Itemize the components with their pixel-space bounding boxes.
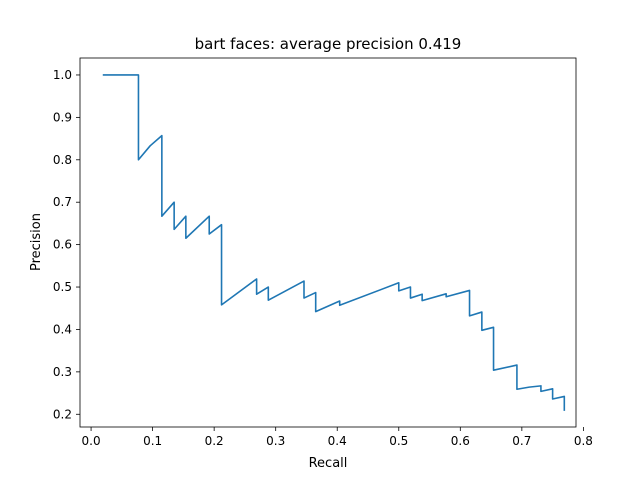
- y-tick-label: 0.7: [53, 195, 72, 209]
- y-tick-label: 0.8: [53, 153, 72, 167]
- x-axis-label: Recall: [309, 456, 348, 471]
- x-tick-label: 0.0: [82, 434, 101, 448]
- y-tick-label: 0.3: [53, 365, 72, 379]
- x-tick-label: 0.6: [451, 434, 470, 448]
- y-tick-label: 0.6: [53, 238, 72, 252]
- y-tick-label: 1.0: [53, 68, 72, 82]
- x-tick-label: 0.1: [143, 434, 162, 448]
- plot-area: [79, 57, 577, 428]
- y-tick-label: 0.5: [53, 280, 72, 294]
- x-tick-label: 0.4: [328, 434, 347, 448]
- x-axis: 0.0 0.1 0.2 0.3 0.4 0.5 0.6 0.7 0.8: [82, 427, 593, 448]
- chart-title: bart faces: average precision 0.419: [195, 35, 462, 53]
- x-tick-label: 0.7: [512, 434, 531, 448]
- y-tick-label: 0.9: [53, 110, 72, 124]
- x-tick-label: 0.3: [266, 434, 285, 448]
- y-axis: 0.2 0.3 0.4 0.5 0.6 0.7 0.8 0.9 1.0: [53, 68, 80, 421]
- y-axis-label: Precision: [29, 213, 44, 271]
- y-tick-label: 0.2: [53, 407, 72, 421]
- x-tick-label: 0.8: [574, 434, 593, 448]
- series-layer: [102, 74, 566, 411]
- x-tick-label: 0.5: [389, 434, 408, 448]
- y-tick-label: 0.4: [53, 322, 72, 336]
- precision-recall-line: [102, 74, 566, 411]
- x-tick-label: 0.2: [205, 434, 224, 448]
